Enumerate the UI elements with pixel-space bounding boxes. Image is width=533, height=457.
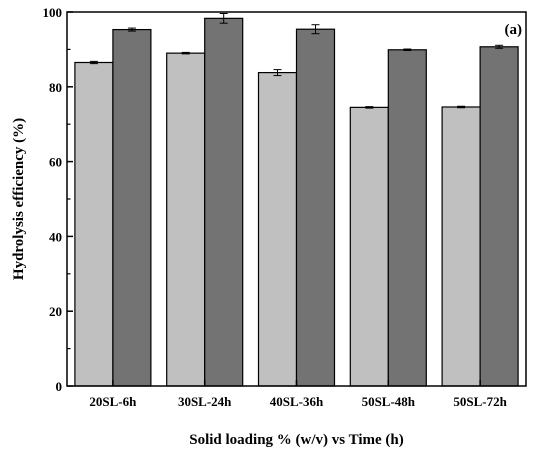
bar-50SL-48h-series-1 — [349, 106, 389, 387]
x-tick-label: 30SL-24h — [178, 394, 232, 409]
error-bar — [219, 12, 228, 24]
bar-30SL-24h-series-2 — [204, 17, 244, 387]
bar-40SL-36h-series-1 — [257, 71, 298, 387]
y-tick-label: 60 — [49, 155, 62, 170]
error-bar — [89, 60, 98, 65]
error-bar — [181, 51, 190, 55]
x-axis-title: Solid loading % (w/v) vs Time (h) — [189, 432, 403, 448]
x-tick-label: 50SL-48h — [362, 394, 416, 409]
error-bars-layer — [89, 12, 504, 109]
bar-50SL-72h-series-1 — [441, 106, 481, 387]
x-tick-label: 50SL-72h — [453, 394, 507, 409]
error-bar — [311, 24, 320, 35]
bar-50SL-48h-series-2 — [387, 49, 427, 387]
error-bar — [273, 69, 282, 77]
y-tick-label: 40 — [49, 229, 62, 244]
y-axis: 0 20 40 60 80 100 — [43, 5, 73, 394]
error-bar — [365, 106, 374, 109]
x-tick-label: 20SL-6h — [89, 394, 137, 409]
error-bar — [127, 27, 136, 32]
x-axis: 20SL-6h 30SL-24h 40SL-36h 50SL-48h 50SL-72h — [89, 380, 508, 409]
panel-label: (a) — [505, 22, 523, 38]
y-tick-label: 0 — [56, 379, 63, 394]
y-tick-label: 20 — [49, 304, 62, 319]
error-bar — [495, 44, 504, 49]
error-bar — [403, 48, 412, 52]
bar-50SL-72h-series-2 — [479, 46, 519, 387]
bar-20SL-6h-series-2 — [112, 28, 152, 387]
error-bar — [457, 105, 466, 109]
y-tick-label: 100 — [43, 5, 63, 20]
y-axis-title: Hydrolysis efficiency (%) — [11, 118, 27, 280]
bar-40SL-36h-series-2 — [295, 28, 336, 387]
bar-30SL-24h-series-1 — [166, 52, 206, 387]
bar-20SL-6h-series-1 — [74, 61, 114, 387]
y-tick-label: 80 — [49, 80, 62, 95]
x-tick-label: 40SL-36h — [270, 394, 324, 409]
bars-layer — [74, 17, 519, 387]
